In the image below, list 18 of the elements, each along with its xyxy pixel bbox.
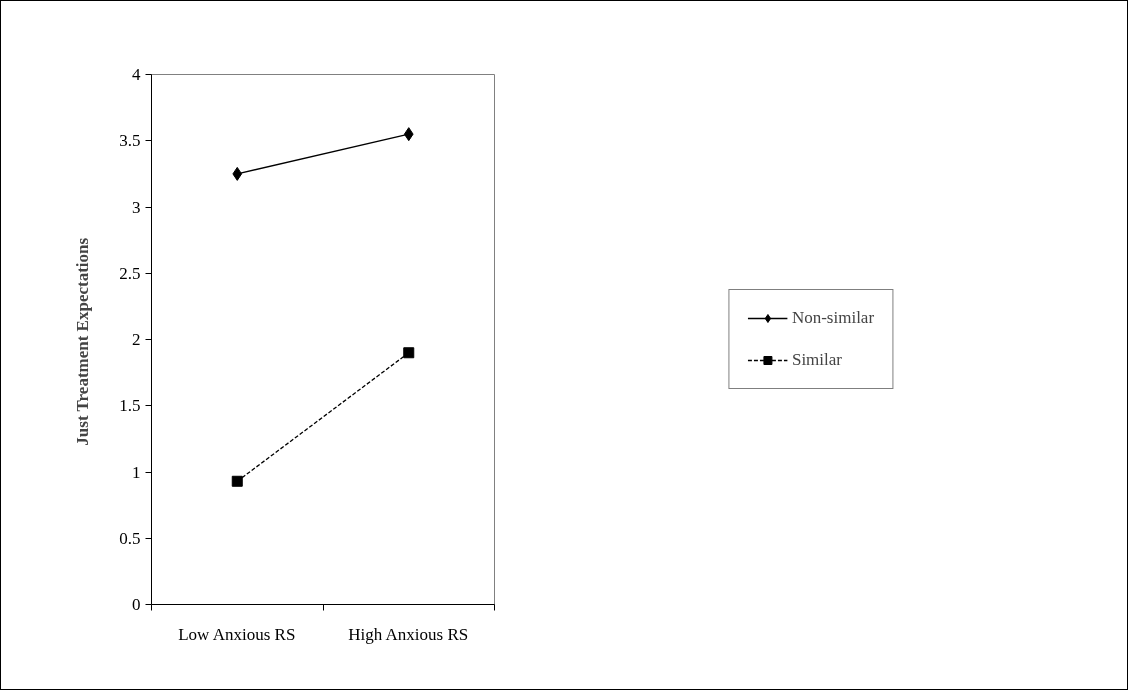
x-tick-label: High Anxious RS [348, 624, 469, 644]
y-axis-title: Just Treatment Expectations [73, 237, 93, 446]
point [403, 347, 415, 359]
y-tick-label: 2 [132, 330, 141, 349]
y-tick-label: 0 [132, 595, 141, 614]
y-tick-label: 4 [132, 65, 141, 84]
y-tick-label: 1.5 [119, 396, 141, 416]
legend-label: Non-similar [791, 308, 875, 328]
point [403, 127, 414, 142]
point [232, 166, 243, 181]
y-tick-label: 2.5 [119, 263, 141, 283]
point [231, 475, 243, 487]
legend-label: Similar [791, 350, 842, 370]
y-tick-label: 3 [132, 197, 141, 217]
y-tick-label: 1 [132, 462, 141, 482]
y-tick-label: 0.5 [119, 528, 141, 548]
x-tick-label: Low Anxious RS [178, 624, 296, 644]
y-tick-label: 3.5 [119, 131, 141, 151]
